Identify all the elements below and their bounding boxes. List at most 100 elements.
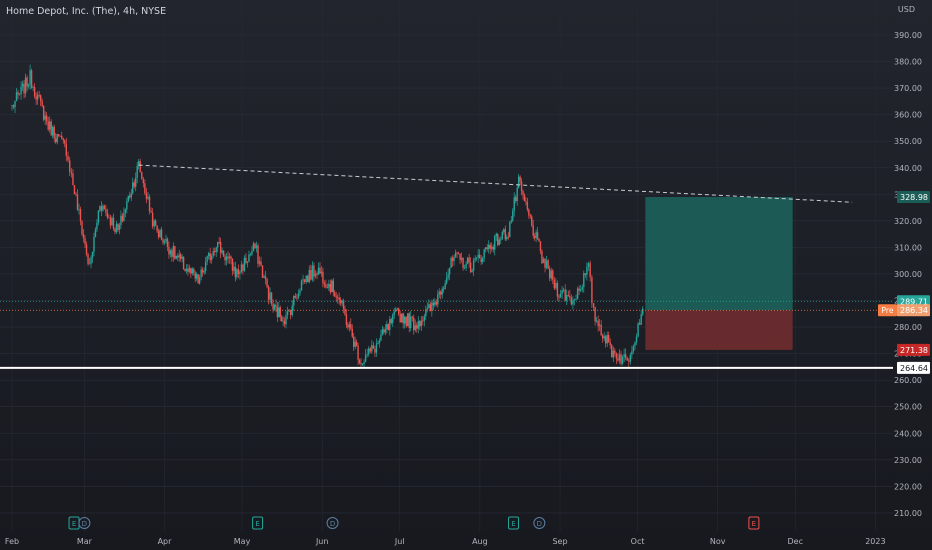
candle <box>603 332 605 342</box>
candle-body <box>313 265 315 277</box>
candle-body <box>364 354 367 362</box>
candle-body <box>291 305 293 316</box>
candle-body <box>444 283 446 290</box>
candle-body <box>504 229 507 240</box>
earnings-marker[interactable]: E <box>748 516 760 530</box>
candle <box>325 279 327 289</box>
candle-body <box>621 356 624 364</box>
candle-body <box>215 247 217 252</box>
candle-body <box>15 92 18 102</box>
candle <box>212 247 214 259</box>
candle <box>137 159 140 170</box>
candle <box>56 133 58 145</box>
candle <box>331 279 333 293</box>
candle <box>55 132 57 144</box>
candle-body <box>283 320 286 325</box>
candle-body <box>254 243 256 249</box>
time-axis-label: Jun <box>315 537 329 546</box>
price-axis-label: 360.00 <box>894 111 922 120</box>
candle <box>350 318 352 331</box>
candle <box>276 302 279 322</box>
candle-body <box>269 292 271 300</box>
candle-body <box>91 251 94 258</box>
candle-body <box>562 289 565 291</box>
candle-body <box>350 324 352 329</box>
long-position-tool[interactable] <box>645 197 793 350</box>
candle <box>14 100 16 113</box>
candle <box>474 255 476 263</box>
candle-body <box>153 220 155 227</box>
candle <box>314 270 317 279</box>
symbol-title[interactable]: Home Depot, Inc. (The), 4h, NYSE <box>6 6 167 17</box>
candle <box>79 206 82 226</box>
candle <box>313 262 315 282</box>
candle-body <box>144 183 146 194</box>
candle <box>198 274 201 285</box>
candle-body <box>469 262 472 273</box>
candle-body <box>270 292 273 304</box>
earnings-marker[interactable]: E <box>68 516 80 530</box>
candle-body <box>567 295 569 296</box>
candle-body <box>156 225 158 232</box>
candle-body <box>255 245 258 249</box>
marker-frame <box>252 516 264 530</box>
candle-body <box>335 296 337 298</box>
candle-body <box>162 239 164 243</box>
dividend-marker[interactable]: D <box>326 517 339 529</box>
candle-body <box>538 238 540 242</box>
candle-body <box>372 345 375 349</box>
marker-label: E <box>752 520 756 528</box>
candle-body <box>475 257 478 259</box>
candle <box>100 201 103 217</box>
candle <box>302 274 304 285</box>
candle-body <box>481 257 484 263</box>
candle-body <box>302 279 304 281</box>
earnings-marker[interactable]: E <box>507 516 519 530</box>
candle-body <box>397 308 400 314</box>
candle-body <box>351 328 353 337</box>
dividend-marker[interactable]: D <box>78 517 91 529</box>
candle-body <box>195 274 198 279</box>
candle <box>347 321 349 330</box>
candle-body <box>339 299 342 304</box>
candle-body <box>383 329 385 333</box>
candle-body <box>561 290 563 295</box>
candle <box>407 313 409 327</box>
candle <box>24 73 27 98</box>
candle-body <box>132 182 134 194</box>
candle <box>281 314 283 322</box>
candle <box>282 315 284 327</box>
candle <box>96 219 98 233</box>
candle-body <box>264 276 267 280</box>
price-axis-label: 260.00 <box>894 376 922 385</box>
candle <box>429 301 432 312</box>
drawing-lines[interactable] <box>0 164 893 369</box>
candle-body <box>428 304 430 308</box>
candle <box>353 332 355 351</box>
candle <box>394 307 397 313</box>
candle-body <box>115 223 118 233</box>
earnings-marker[interactable]: E <box>252 516 264 530</box>
candle <box>553 276 556 290</box>
currency-label[interactable]: USD <box>897 5 915 14</box>
time-axis-label: Nov <box>710 537 726 546</box>
candle <box>103 204 106 210</box>
candle <box>190 267 192 278</box>
candle <box>35 92 37 105</box>
candle-body <box>447 274 449 278</box>
candle <box>494 234 496 256</box>
candle-body <box>93 237 95 252</box>
candle-body <box>154 220 157 226</box>
candle-body <box>573 299 576 301</box>
candle-body <box>233 266 235 271</box>
candle-body <box>334 292 336 297</box>
candle-body <box>147 196 149 199</box>
candle-body <box>329 283 332 293</box>
candle-body <box>411 316 413 318</box>
candle <box>165 234 167 244</box>
candle-body <box>185 268 188 271</box>
dividend-marker[interactable]: D <box>533 517 546 529</box>
